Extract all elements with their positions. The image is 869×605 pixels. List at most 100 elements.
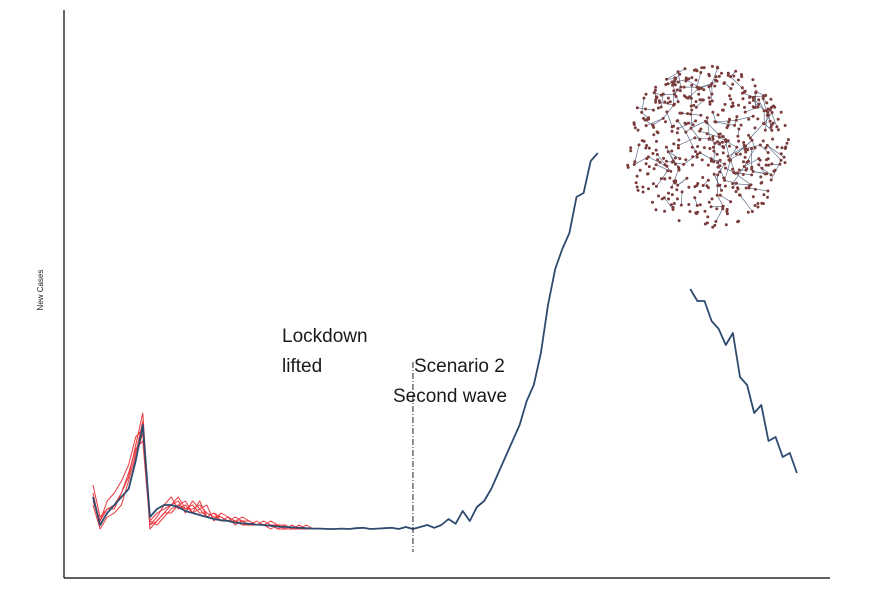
network-edge — [696, 72, 702, 88]
red-series-line-1 — [92, 412, 342, 530]
network-node — [769, 97, 773, 101]
network-node — [679, 203, 683, 207]
network-edge — [736, 140, 753, 155]
network-node — [653, 88, 657, 92]
network-node — [713, 84, 717, 88]
network-node — [736, 78, 740, 82]
network-node — [680, 111, 684, 115]
network-node — [750, 147, 754, 151]
network-node — [629, 146, 633, 150]
network-node — [722, 146, 726, 150]
network-node — [735, 115, 739, 119]
network-node — [687, 121, 690, 125]
network-node — [722, 176, 726, 180]
network-edge — [706, 122, 720, 135]
network-node — [762, 122, 766, 126]
network-node — [690, 76, 694, 80]
network-node — [655, 95, 658, 99]
network-node — [699, 113, 703, 117]
network-node — [657, 99, 661, 103]
network-node — [725, 207, 729, 211]
network-node — [699, 71, 703, 74]
network-node — [655, 139, 658, 143]
network-node — [687, 185, 691, 189]
network-node — [748, 136, 752, 140]
network-node — [642, 96, 646, 100]
network-node — [769, 125, 773, 129]
network-node — [663, 100, 667, 104]
network-node — [698, 129, 702, 133]
network-node — [697, 92, 701, 96]
network-node — [734, 69, 738, 73]
network-node — [632, 163, 636, 166]
network-node — [657, 194, 660, 198]
network-node — [673, 83, 677, 87]
network-node — [729, 87, 733, 91]
network-node — [751, 105, 755, 109]
network-node — [783, 161, 787, 165]
network-node — [782, 155, 786, 159]
network-node — [629, 149, 633, 153]
network-node — [737, 103, 740, 107]
network-node — [652, 91, 656, 95]
network-node — [647, 146, 651, 150]
network-node — [694, 100, 698, 104]
network-node — [753, 187, 757, 191]
network-node — [775, 145, 779, 149]
network-edge — [767, 145, 785, 158]
network-edge — [677, 120, 687, 133]
network-node — [664, 145, 668, 149]
network-edge — [739, 195, 753, 212]
network-edge — [742, 92, 755, 98]
network-node — [757, 163, 761, 167]
network-node — [678, 157, 682, 161]
network-node — [714, 220, 718, 223]
network-node — [710, 99, 714, 103]
network-edge — [677, 178, 688, 186]
network-node — [689, 104, 693, 108]
network-edge — [715, 119, 737, 123]
network-node — [666, 169, 670, 173]
network-node — [740, 73, 743, 76]
network-edge — [750, 123, 764, 139]
network-node — [709, 157, 713, 161]
network-node — [711, 110, 715, 114]
network-node — [666, 101, 670, 105]
network-node — [751, 98, 755, 102]
network-node — [720, 71, 723, 75]
network-node — [705, 132, 709, 136]
network-node — [694, 68, 698, 72]
network-node — [753, 126, 757, 130]
network-edge — [749, 187, 768, 192]
network-edge — [712, 112, 717, 123]
network-node — [665, 110, 669, 114]
network-node — [670, 129, 674, 133]
network-node — [702, 66, 706, 70]
network-node — [702, 146, 706, 150]
network-node — [743, 147, 747, 151]
network-node — [766, 189, 770, 193]
network-node — [786, 138, 790, 142]
network-node — [733, 171, 737, 175]
network-node — [737, 127, 741, 131]
network-node — [654, 85, 658, 89]
network-node — [645, 144, 649, 147]
network-node — [706, 186, 710, 190]
network-node — [738, 152, 742, 156]
network-node — [742, 143, 746, 147]
network-node — [729, 97, 733, 101]
network-node — [626, 165, 630, 169]
network-node — [694, 119, 698, 123]
network-node — [756, 205, 760, 209]
network-node — [715, 193, 719, 197]
network-node — [661, 92, 665, 96]
network-node — [635, 106, 639, 110]
network-node — [751, 170, 755, 173]
network-node — [741, 173, 745, 176]
network-node — [672, 142, 676, 146]
network-node — [776, 128, 780, 132]
network-node — [667, 191, 670, 195]
network-node — [676, 146, 680, 150]
network-node — [696, 145, 700, 148]
network-node — [641, 185, 645, 189]
